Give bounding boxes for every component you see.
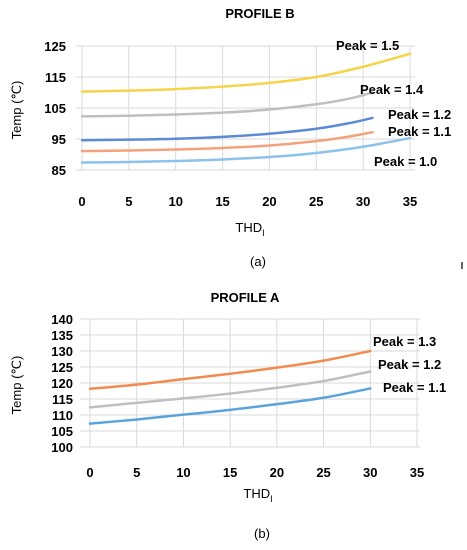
y-tick-label: 115: [45, 70, 66, 85]
x-tick-label: 15: [223, 465, 237, 480]
series-line: [88, 349, 372, 391]
artifact-mark: [461, 262, 463, 269]
x-tick-label: 30: [363, 465, 377, 480]
series-label: Peak = 1.1: [388, 124, 451, 139]
figure-caption: (b): [254, 526, 270, 541]
figure-caption: (a): [250, 254, 266, 269]
y-tick-label: 130: [51, 344, 73, 359]
y-tick-label: 105: [51, 424, 73, 439]
x-tick-label: 0: [86, 465, 93, 480]
series-line: [80, 136, 412, 164]
x-axis-label: THDI: [243, 486, 272, 504]
y-tick-label: 125: [44, 39, 66, 54]
gridlines: [80, 318, 420, 448]
x-tick-label: 10: [176, 465, 190, 480]
y-tick-label: 95: [52, 132, 66, 147]
series-label: Peak = 1.4: [360, 82, 424, 97]
x-tick-label: 35: [410, 465, 424, 480]
series-line: [88, 387, 372, 425]
y-tick-label: 85: [52, 163, 66, 178]
y-axis-label: Temp (℃): [9, 356, 24, 415]
series-label: Peak = 1.5: [336, 38, 399, 53]
x-tick-labels: 0 5 10 15 20 25 30 35: [86, 465, 424, 480]
x-tick-label: 35: [403, 194, 417, 209]
x-tick-label: 30: [356, 194, 370, 209]
series-group: [88, 349, 372, 425]
y-tick-label: 100: [51, 440, 73, 455]
y-tick-label: 105: [44, 101, 66, 116]
chart-title: PROFILE B: [225, 6, 294, 21]
series-line: [80, 116, 374, 142]
series-group: [80, 52, 412, 164]
series-label: Peak = 1.3: [373, 334, 436, 349]
y-tick-labels: 85 95 105 115 125: [44, 39, 66, 178]
y-tick-label: 140: [51, 312, 73, 327]
series-line: [80, 52, 412, 93]
series-label: Peak = 1.1: [383, 380, 446, 395]
x-tick-label: 10: [168, 194, 182, 209]
series-labels: Peak = 1.5 Peak = 1.4 Peak = 1.2 Peak = 1.1…: [336, 38, 451, 169]
chart-profile-b: PROFILE B 85 95 105 115 125 0 5 10 15 20 25 30 35 P…: [9, 6, 451, 269]
series-line: [88, 370, 372, 409]
series-labels: Peak = 1.3 Peak = 1.2 Peak = 1.1: [373, 334, 446, 395]
x-tick-label: 0: [78, 194, 85, 209]
gridlines: [76, 45, 415, 171]
series-label: Peak = 1.2: [388, 107, 451, 122]
y-axis-label: Temp (℃): [9, 81, 24, 140]
x-axis-label: THDI: [235, 220, 264, 238]
series-line: [80, 91, 374, 118]
y-tick-label: 125: [51, 360, 73, 375]
y-tick-label: 110: [52, 408, 73, 423]
series-line: [80, 130, 374, 153]
y-tick-label: 120: [51, 376, 73, 391]
x-tick-labels: 0 5 10 15 20 25 30 35: [78, 194, 417, 209]
chart-title: PROFILE A: [211, 290, 280, 305]
x-tick-label: 5: [133, 465, 140, 480]
x-tick-label: 25: [316, 465, 330, 480]
x-tick-label: 20: [262, 194, 276, 209]
y-tick-label: 115: [52, 392, 73, 407]
y-tick-label: 135: [51, 328, 73, 343]
x-tick-label: 25: [309, 194, 323, 209]
x-tick-label: 5: [125, 194, 132, 209]
series-label: Peak = 1.0: [374, 154, 437, 169]
x-tick-label: 15: [215, 194, 229, 209]
x-tick-label: 20: [270, 465, 284, 480]
series-label: Peak = 1.2: [378, 357, 441, 372]
